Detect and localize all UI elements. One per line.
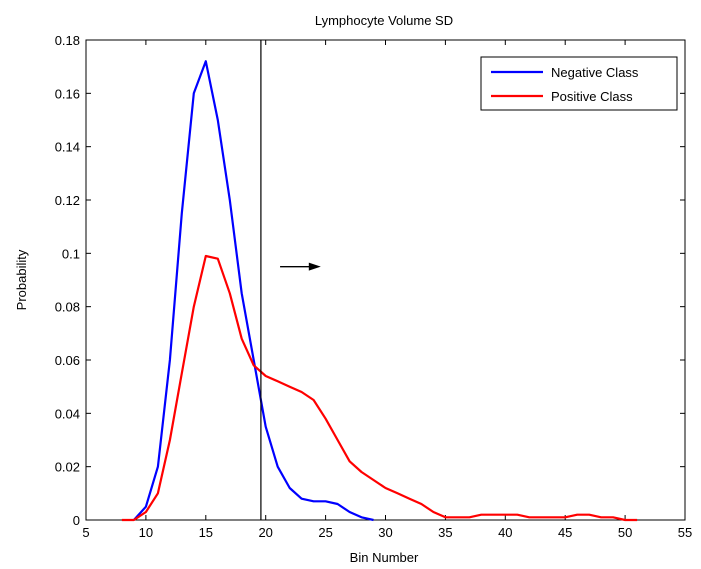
axis-ticks: 5 10 15 20 25 30 35 40 45 50 55 0 0.02 0.04 0.06 0.08 0.… <box>55 33 693 540</box>
x-tick-label: 30 <box>378 525 392 540</box>
x-axis-label: Bin Number <box>350 550 419 565</box>
chart-title: Lymphocyte Volume SD <box>315 13 453 28</box>
y-axis-label: Probability <box>14 249 29 310</box>
y-tick-label: 0.08 <box>55 300 80 315</box>
x-tick-label: 15 <box>199 525 213 540</box>
x-tick-label: 40 <box>498 525 512 540</box>
y-tick-label: 0.16 <box>55 86 80 101</box>
y-tick-label: 0.04 <box>55 406 80 421</box>
y-tick-label: 0 <box>73 513 80 528</box>
legend-box <box>480 56 678 111</box>
x-tick-label: 5 <box>82 525 89 540</box>
legend-entry: Negative Class <box>551 65 639 80</box>
y-tick-label: 0.12 <box>55 193 80 208</box>
x-tick-label: 10 <box>139 525 153 540</box>
series-lines <box>121 60 638 522</box>
x-tick-label: 25 <box>318 525 332 540</box>
positive-class-line <box>121 254 638 522</box>
x-tick-label: 35 <box>438 525 452 540</box>
legend: Negative Class Positive Class <box>480 56 678 111</box>
x-tick-label: 45 <box>558 525 572 540</box>
legend-entry: Positive Class <box>551 89 633 104</box>
y-tick-label: 0.06 <box>55 353 80 368</box>
y-tick-label: 0.02 <box>55 460 80 475</box>
y-tick-label: 0.14 <box>55 140 80 155</box>
x-tick-label: 55 <box>678 525 692 540</box>
annotations <box>260 40 321 520</box>
y-tick-label: 0.1 <box>62 246 80 261</box>
x-tick-label: 20 <box>258 525 272 540</box>
x-tick-label: 50 <box>618 525 632 540</box>
y-tick-label: 0.18 <box>55 33 80 48</box>
negative-class-line <box>133 60 374 522</box>
arrow-head <box>308 262 321 271</box>
